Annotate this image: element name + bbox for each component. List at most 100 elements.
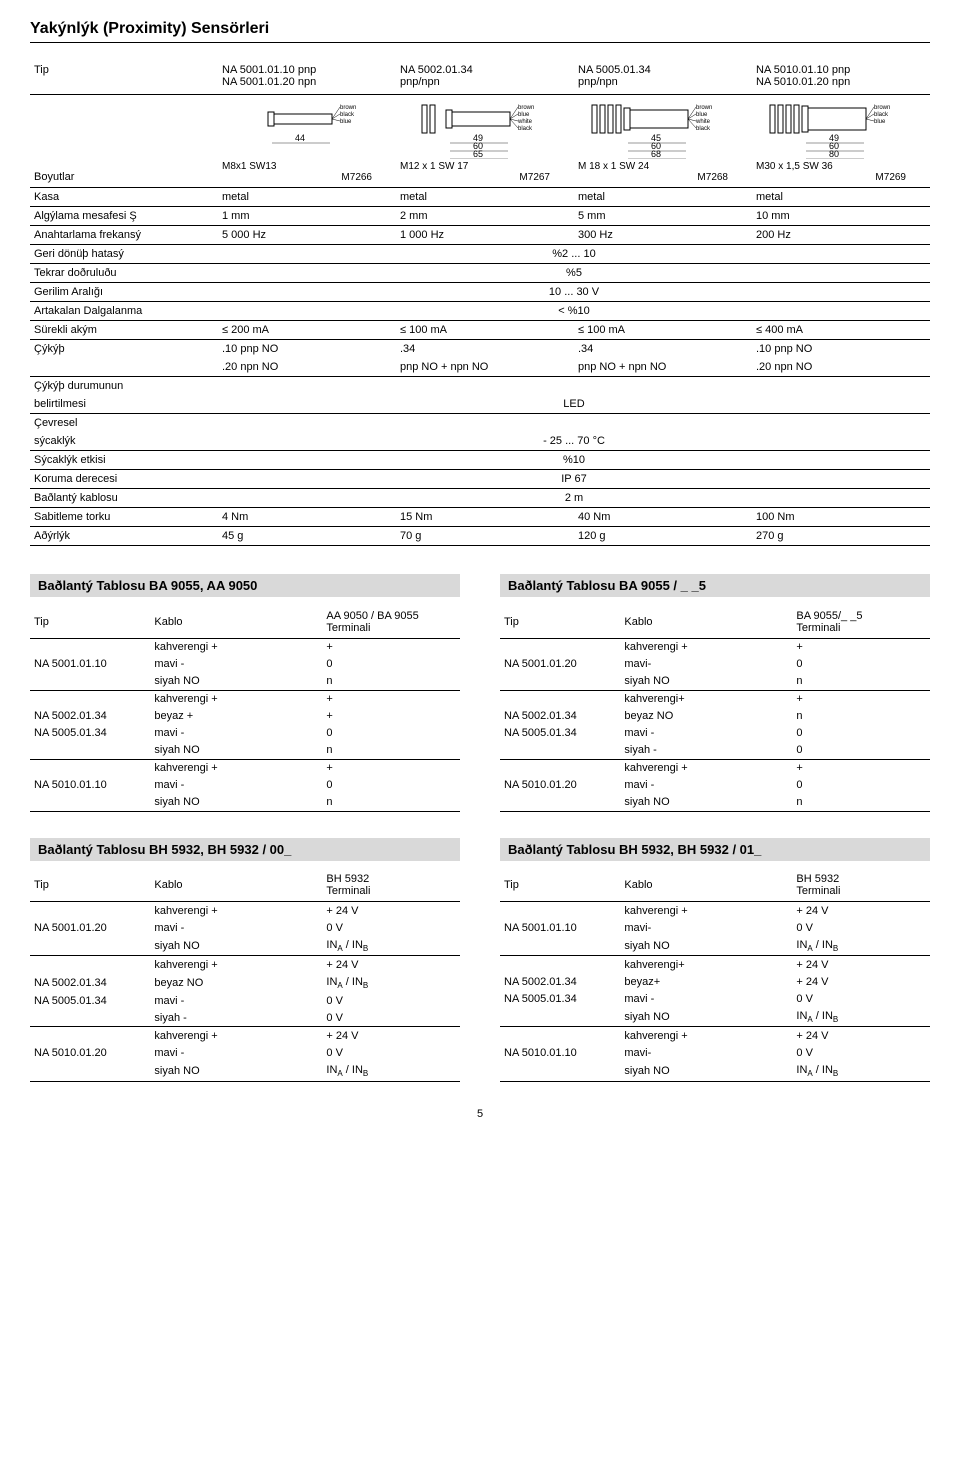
- svg-text:blue: blue: [340, 119, 352, 125]
- conn-cell: mavi -: [620, 777, 792, 794]
- spec-row-label: Artakalan Dalgalanma: [30, 302, 218, 321]
- conn-cell: +: [792, 690, 930, 708]
- conn-table-title: Baðlantý Tablosu BA 9055, AA 9050: [30, 574, 460, 597]
- conn-cell: NA 5002.01.34: [30, 708, 150, 725]
- conn-cell: [30, 742, 150, 760]
- conn-cell: 0 V: [322, 919, 460, 936]
- conn-cell: [500, 742, 620, 760]
- conn-cell: INA / INB: [322, 936, 460, 956]
- spec-row-label: Sabitleme torku: [30, 508, 218, 527]
- conn-cell: mavi -: [150, 656, 322, 673]
- spec-value: metal: [574, 188, 752, 207]
- conn-cell: [500, 1027, 620, 1045]
- spec-value: .10 pnp NO: [752, 340, 930, 359]
- conn-cell: kahverengi +: [150, 1027, 322, 1045]
- spec-value: pnp NO + npn NO: [574, 358, 752, 377]
- conn-cell: [30, 956, 150, 974]
- conn-cell: +: [322, 690, 460, 708]
- conn-cell: siyah NO: [150, 673, 322, 691]
- model-line2: NA 5001.01.20 npn: [222, 76, 316, 88]
- model-line2: pnp/npn: [400, 76, 440, 88]
- spec-row-label: sýcaklýk: [30, 432, 218, 451]
- spec-value: ≤ 200 mA: [218, 321, 396, 340]
- conn-cell: siyah NO: [150, 936, 322, 956]
- conn-cell: + 24 V: [792, 1027, 930, 1045]
- conn-cell: n: [322, 742, 460, 760]
- conn-header: Kablo: [150, 607, 322, 638]
- conn-cell: NA 5001.01.20: [500, 656, 620, 673]
- conn-cell: + 24 V: [792, 902, 930, 920]
- conn-cell: [500, 690, 620, 708]
- model-line2: NA 5010.01.20 npn: [756, 76, 850, 88]
- spec-value-span: LED: [218, 395, 930, 414]
- conn-table-title: Baðlantý Tablosu BH 5932, BH 5932 / 00_: [30, 838, 460, 861]
- conn-cell: +: [322, 708, 460, 725]
- conn-cell: beyaz+: [620, 973, 792, 990]
- svg-text:brown: brown: [518, 105, 534, 111]
- spec-row-label: Boyutlar: [30, 95, 218, 188]
- conn-cell: beyaz NO: [620, 708, 792, 725]
- conn-cell: NA 5002.01.34: [500, 708, 620, 725]
- conn-cell: INA / INB: [792, 1061, 930, 1081]
- conn-cell: kahverengi +: [620, 1027, 792, 1045]
- conn-cell: kahverengi +: [150, 902, 322, 920]
- conn-header: Kablo: [620, 871, 792, 902]
- spec-value: 5 000 Hz: [218, 226, 396, 245]
- conn-cell: [500, 673, 620, 691]
- spec-row-label: Sýcaklýk etkisi: [30, 451, 218, 470]
- conn-cell: [500, 1061, 620, 1081]
- diagram-cell: brownblackblue44M8x1 SW13M7266: [218, 95, 396, 188]
- spec-row-label: Kasa: [30, 188, 218, 207]
- conn-cell: [500, 936, 620, 956]
- conn-cell: mavi -: [150, 992, 322, 1009]
- conn-cell: 0 V: [322, 992, 460, 1009]
- conn-cell: 0: [322, 777, 460, 794]
- model-line1: NA 5005.01.34: [578, 64, 651, 76]
- conn-cell: [500, 759, 620, 777]
- diagram-code: M7266: [222, 172, 392, 183]
- conn-cell: mavi-: [620, 1044, 792, 1061]
- svg-text:white: white: [517, 119, 533, 125]
- spec-value: .20 npn NO: [752, 358, 930, 377]
- conn-cell: beyaz +: [150, 708, 322, 725]
- conn-cell: + 24 V: [792, 973, 930, 990]
- conn-cell: n: [792, 794, 930, 812]
- conn-cell: 0: [792, 725, 930, 742]
- conn-cell: mavi -: [150, 725, 322, 742]
- diagram-code: M7269: [756, 172, 926, 183]
- conn-cell: 0: [322, 725, 460, 742]
- spec-value: 120 g: [574, 527, 752, 546]
- conn-cell: +: [322, 759, 460, 777]
- spec-row-label: [30, 358, 218, 377]
- conn-cell: [30, 1061, 150, 1081]
- spec-value: ≤ 100 mA: [574, 321, 752, 340]
- svg-text:68: 68: [651, 149, 661, 159]
- spec-value: 100 Nm: [752, 508, 930, 527]
- conn-cell: n: [792, 708, 930, 725]
- conn-cell: [30, 902, 150, 920]
- conn-cell: [500, 902, 620, 920]
- spec-value-span: %10: [218, 451, 930, 470]
- spec-value: 45 g: [218, 527, 396, 546]
- conn-cell: siyah NO: [620, 936, 792, 956]
- conn-table: TipKabloAA 9050 / BA 9055Terminalikahver…: [30, 607, 460, 812]
- conn-cell: INA / INB: [792, 1007, 930, 1027]
- conn-header: BH 5932Terminali: [322, 871, 460, 902]
- connection-tables-bottom: Baðlantý Tablosu BH 5932, BH 5932 / 00_T…: [30, 838, 930, 1082]
- conn-header: Kablo: [150, 871, 322, 902]
- connection-tables-top: Baðlantý Tablosu BA 9055, AA 9050 TipKabl…: [30, 574, 930, 812]
- conn-cell: NA 5005.01.34: [500, 725, 620, 742]
- conn-cell: [30, 1027, 150, 1045]
- conn-cell: beyaz NO: [150, 973, 322, 992]
- spec-row-label: Çýkýþ durumunun: [30, 377, 218, 396]
- conn-cell: mavi -: [150, 777, 322, 794]
- spec-header-col: NA 5002.01.34pnp/npn: [396, 61, 574, 95]
- svg-text:white: white: [695, 119, 711, 125]
- conn-cell: NA 5010.01.10: [30, 777, 150, 794]
- svg-text:65: 65: [473, 149, 483, 159]
- conn-header: Tip: [30, 607, 150, 638]
- conn-cell: +: [792, 759, 930, 777]
- sensor-diagram: brownblackblue44: [222, 101, 392, 159]
- spec-value-span: - 25 ... 70 °C: [218, 432, 930, 451]
- conn-cell: mavi-: [620, 656, 792, 673]
